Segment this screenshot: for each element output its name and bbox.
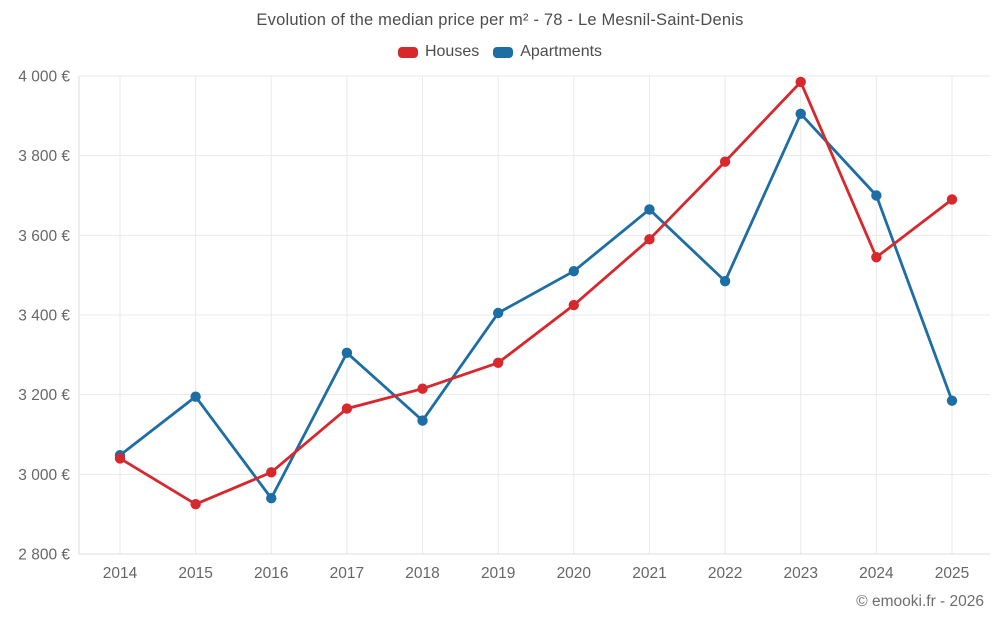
x-tick-label: 2024 (859, 565, 894, 582)
houses-point-2014[interactable] (114, 453, 126, 464)
apartments-point-2019[interactable] (492, 307, 504, 319)
houses-line (118, 80, 954, 506)
y-tick-label: 4 000 € (18, 69, 70, 86)
chart-title: Evolution of the median price per m² - 7… (256, 11, 744, 29)
x-tick-label: 2019 (481, 565, 515, 582)
x-tick-label: 2025 (935, 565, 969, 582)
legend: Houses Apartments (0, 43, 1000, 61)
houses-swatch-icon (397, 46, 418, 58)
houses-point-2017[interactable] (341, 403, 353, 414)
x-tick-label: 2014 (103, 565, 138, 582)
apartments-point-2021[interactable] (644, 204, 655, 215)
legend-label-houses: Houses (424, 43, 480, 60)
apartments-point-2024[interactable] (871, 190, 882, 201)
y-tick-label: 3 200 € (18, 387, 70, 404)
houses-point-2015[interactable] (190, 499, 201, 510)
legend-label-apartments: Apartments (520, 43, 603, 60)
x-tick-label: 2022 (708, 565, 742, 582)
houses-point-2016[interactable] (266, 467, 277, 478)
legend-item-apartments[interactable]: Apartments (493, 43, 602, 61)
y-tick-label: 3 000 € (18, 467, 70, 484)
y-tick-label: 2 800 € (18, 547, 70, 564)
y-tick-label: 3 800 € (18, 148, 70, 165)
apartments-line (118, 112, 954, 500)
copyright-footer: © emooki.fr - 2026 (856, 593, 984, 610)
apartments-point-2016[interactable] (266, 493, 277, 504)
y-tick-label: 3 600 € (18, 228, 70, 245)
houses-point-2025[interactable] (946, 194, 958, 205)
x-tick-label: 2020 (557, 565, 592, 582)
x-tick-label: 2017 (330, 565, 364, 582)
houses-point-2018[interactable] (417, 383, 428, 394)
apartments-point-2017[interactable] (341, 347, 353, 359)
houses-point-2020[interactable] (568, 299, 580, 311)
legend-item-houses[interactable]: Houses (397, 43, 480, 61)
apartments-point-2015[interactable] (190, 391, 201, 402)
y-tick-label: 3 400 € (18, 308, 70, 325)
x-tick-label: 2021 (632, 565, 666, 582)
apartments-point-2022[interactable] (719, 275, 731, 287)
houses-point-2024[interactable] (871, 252, 882, 263)
apartments-point-2018[interactable] (417, 415, 428, 426)
x-tick-label: 2018 (405, 565, 439, 582)
x-tick-label: 2016 (254, 565, 288, 582)
x-tick-label: 2023 (783, 565, 817, 582)
apartments-point-2025[interactable] (946, 395, 958, 406)
houses-point-2021[interactable] (644, 234, 655, 245)
apartments-swatch-icon (493, 46, 514, 58)
houses-point-2023[interactable] (795, 76, 806, 88)
houses-point-2022[interactable] (719, 156, 731, 167)
x-tick-label: 2015 (178, 565, 212, 582)
houses-point-2019[interactable] (492, 357, 504, 368)
apartments-point-2023[interactable] (795, 108, 806, 120)
apartments-point-2020[interactable] (568, 265, 580, 277)
